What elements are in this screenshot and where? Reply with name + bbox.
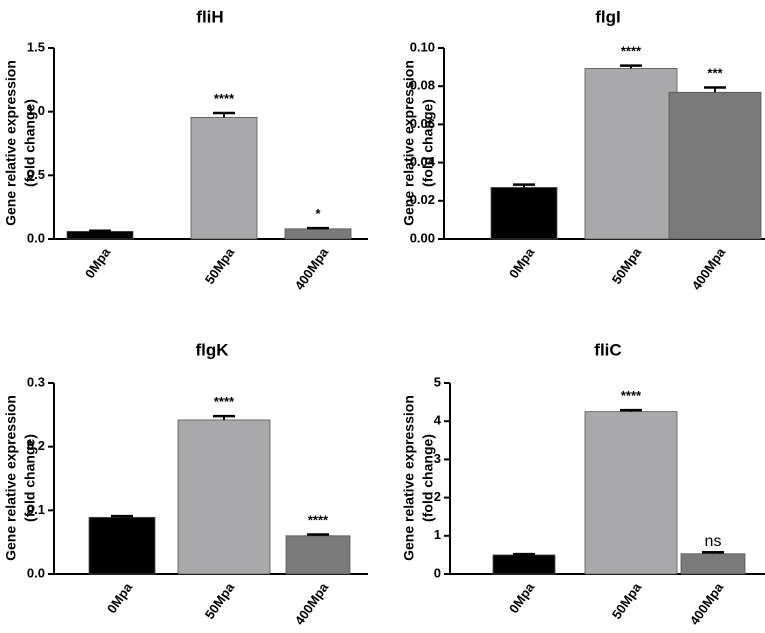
x-category-label: 400Mpa [689, 244, 729, 292]
chart-title: flgI [595, 7, 621, 26]
y-tick-label: 0.0 [27, 565, 45, 580]
y-axis-label-units: (fold change) [420, 99, 436, 187]
x-category-label: 0Mpa [506, 244, 538, 280]
chart-panel-fliC: fliC Gene relative expression (fold change… [401, 340, 765, 628]
y-axis-label: Gene relative expression [401, 395, 417, 561]
y-axis-label: Gene relative expression [3, 395, 19, 561]
y-axis-label: Gene relative expression [3, 60, 19, 226]
y-axis-label-units: (fold change) [22, 434, 38, 522]
x-category-label: 0Mpa [82, 244, 114, 280]
chart-panel-fliH: fliH Gene relative expression (fold change… [3, 7, 368, 293]
x-category-label: 0Mpa [506, 579, 538, 615]
y-tick-label: 0.2 [27, 438, 45, 453]
significance-label: ns [705, 533, 722, 550]
y-tick-label: 0.04 [410, 154, 436, 169]
bar-0Mpa [88, 516, 156, 575]
x-category-label: 50Mpa [202, 579, 238, 621]
bar-50Mpa [584, 68, 678, 240]
y-tick-label: 0.1 [27, 502, 45, 517]
significance-label: **** [621, 388, 642, 403]
y-tick-label: 0.10 [410, 39, 435, 54]
chart-panel-flgK: flgK Gene relative expression (fold change… [3, 340, 368, 628]
bar-400Mpa [680, 553, 746, 575]
x-category-label: 50Mpa [609, 244, 645, 286]
x-category-label: 400Mpa [687, 579, 727, 627]
x-category-label: 50Mpa [202, 244, 238, 286]
significance-label: **** [308, 513, 329, 528]
y-tick-label: 5 [434, 374, 441, 389]
bar-50Mpa [190, 116, 258, 240]
y-tick-label: 0.00 [410, 230, 435, 245]
y-tick-label: 1.0 [27, 103, 45, 118]
y-tick-label: 0 [434, 565, 441, 580]
y-tick-label: 4 [434, 413, 442, 428]
y-tick-label: 0.08 [410, 78, 435, 93]
x-category-label: 50Mpa [609, 579, 645, 621]
y-axis-label-units: (fold change) [22, 99, 38, 187]
bar-400Mpa [285, 535, 351, 575]
bar-0Mpa [492, 554, 556, 575]
x-category-label: 400Mpa [292, 579, 332, 627]
significance-label: **** [214, 91, 235, 106]
significance-label: **** [214, 394, 235, 409]
bar-0Mpa [490, 187, 558, 240]
y-tick-label: 0.5 [27, 167, 45, 182]
y-axis-label-units: (fold change) [420, 434, 436, 522]
chart-title: flgK [195, 340, 229, 359]
bar-400Mpa [668, 91, 762, 240]
x-category-label: 400Mpa [292, 244, 332, 292]
y-tick-label: 0.3 [27, 374, 45, 389]
y-tick-label: 0.0 [27, 230, 45, 245]
bar-50Mpa [584, 411, 678, 575]
significance-label: *** [707, 66, 723, 81]
bar-400Mpa [284, 228, 352, 240]
y-tick-label: 1 [434, 527, 441, 542]
y-tick-label: 2 [434, 489, 441, 504]
y-tick-label: 0.02 [410, 192, 435, 207]
bar-50Mpa [177, 419, 271, 575]
chart-panel-flgI: flgI Gene relative expression (fold change… [401, 7, 765, 293]
significance-label: **** [621, 44, 642, 59]
significance-label: * [315, 206, 321, 221]
y-tick-label: 1.5 [27, 39, 45, 54]
bar-0Mpa [66, 230, 134, 240]
x-category-label: 0Mpa [104, 579, 136, 615]
y-tick-label: 3 [434, 451, 441, 466]
chart-title: fliH [196, 7, 223, 26]
chart-title: fliC [594, 340, 621, 359]
y-axis-label: Gene relative expression [401, 60, 417, 226]
y-tick-label: 0.06 [410, 116, 435, 131]
